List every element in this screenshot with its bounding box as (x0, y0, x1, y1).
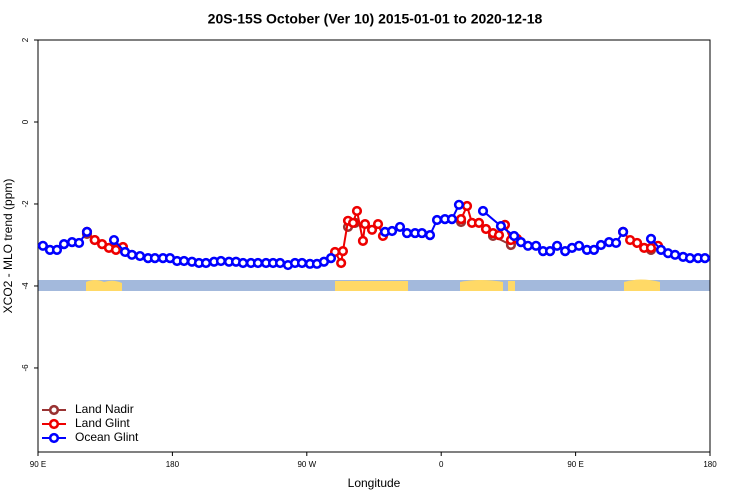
data-point (37, 240, 49, 251)
data-point (416, 227, 428, 239)
data-point (200, 257, 212, 269)
data-point (544, 246, 556, 257)
x-tick-label: 90 W (297, 460, 316, 469)
surface-band (38, 279, 710, 291)
data-point (325, 252, 337, 264)
data-point (357, 235, 369, 246)
data-point (401, 227, 413, 239)
x-tick-label: 180 (703, 460, 717, 469)
data-point (446, 214, 458, 225)
x-tick-label: 90 E (30, 460, 46, 469)
data-point (81, 226, 93, 237)
data-point (178, 255, 190, 267)
data-point (610, 237, 622, 249)
data-point (530, 240, 542, 251)
data-point (274, 257, 286, 269)
data-point (347, 217, 359, 228)
data-point (394, 221, 406, 233)
data-point (215, 255, 227, 267)
data-point (424, 230, 436, 241)
data-point (126, 249, 138, 260)
data-point (108, 234, 120, 246)
legend-marker (48, 418, 60, 430)
data-point (632, 237, 643, 249)
y-tick-label: 0 (21, 119, 30, 124)
data-point (58, 239, 70, 250)
legend-marker (48, 404, 60, 416)
data-point (359, 218, 371, 230)
data-point (595, 239, 607, 251)
data-point (573, 240, 585, 251)
data-point (669, 249, 681, 260)
x-axis-label: Longitude (348, 476, 401, 490)
legend-label: Ocean Glint (75, 430, 139, 444)
data-point (684, 252, 696, 264)
data-point (551, 240, 563, 251)
data-point (431, 214, 443, 226)
chart-title: 20S-15S October (Ver 10) 2015-01-01 to 2… (208, 11, 543, 27)
data-point (617, 226, 629, 237)
y-tick-label: -2 (21, 200, 30, 208)
data-point (336, 257, 347, 269)
y-axis-label: XCO2 - MLO trend (ppm) (1, 179, 15, 314)
data-point (699, 252, 711, 264)
data-point (89, 234, 100, 246)
data-point (296, 257, 308, 269)
data-point (453, 199, 465, 210)
data-point (337, 246, 349, 257)
data-point (473, 217, 485, 228)
y-tick-label: -4 (21, 282, 30, 290)
data-point (480, 223, 492, 235)
data-point (477, 205, 489, 217)
data-point (372, 218, 384, 230)
legend-marker (48, 432, 60, 444)
x-tick-label: 180 (166, 460, 180, 469)
y-tick-label: -6 (21, 364, 30, 372)
data-point (493, 230, 505, 241)
data-point (366, 224, 378, 235)
legend-label: Land Nadir (75, 402, 134, 416)
y-tick-label: 2 (21, 37, 30, 42)
data-point (134, 250, 146, 262)
data-point (252, 257, 264, 269)
data-point (351, 205, 363, 217)
x-tick-label: 0 (439, 460, 444, 469)
data-point (386, 225, 398, 237)
x-tick-label: 90 E (567, 460, 583, 469)
data-point (645, 233, 657, 244)
data-point (51, 244, 63, 255)
data-point (149, 252, 161, 264)
data-point (522, 240, 534, 251)
data-point (455, 214, 467, 225)
data-point (73, 237, 85, 249)
data-point (495, 221, 507, 232)
data-point (237, 257, 249, 269)
data-point (588, 244, 600, 255)
data-point (508, 230, 520, 242)
data-point (461, 200, 473, 212)
legend-label: Land Glint (75, 416, 130, 430)
